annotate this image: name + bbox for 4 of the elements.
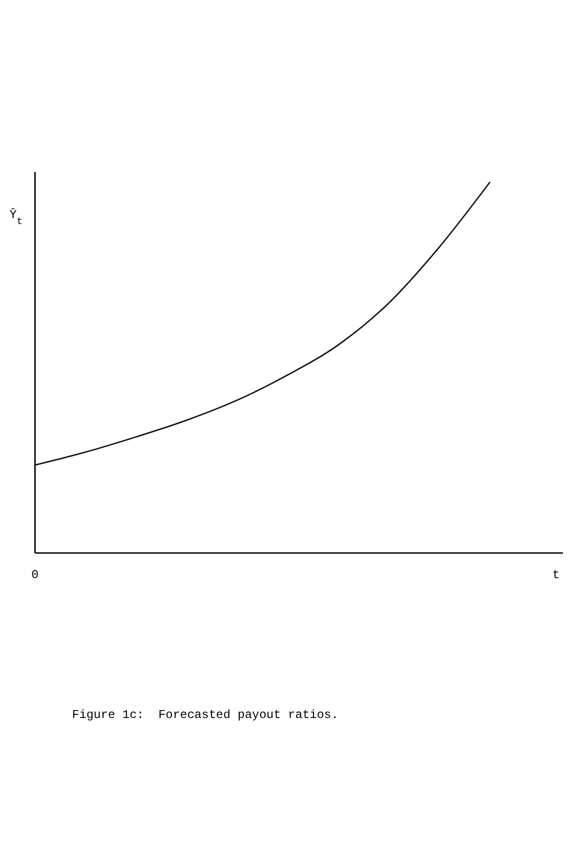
- y-axis-title: Ȳ$_{t}$: [10, 208, 22, 226]
- text: 0: [31, 568, 39, 582]
- caption: Figure 1c: Forecasted payout ratios.: [72, 708, 338, 722]
- x-axis-title: t: [552, 568, 560, 582]
